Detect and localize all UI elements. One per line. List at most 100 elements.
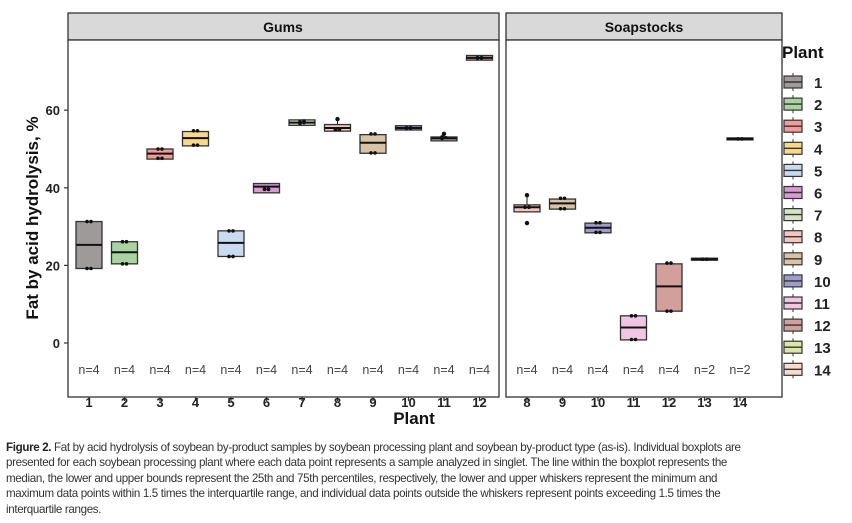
data-point — [333, 127, 338, 132]
data-point — [475, 56, 480, 60]
data-point — [191, 143, 196, 147]
box-plant-1: n=4 1 — [75, 219, 103, 410]
x-tick-label: 12 — [472, 395, 486, 410]
x-tick-label: 9 — [559, 395, 566, 410]
data-point — [408, 126, 413, 130]
y-tick-label: 60 — [46, 103, 60, 118]
x-tick-label: 9 — [369, 395, 376, 410]
data-point — [562, 206, 567, 211]
legend-item-10: 10 — [783, 271, 831, 291]
data-point — [369, 151, 373, 155]
data-point — [629, 337, 634, 342]
box-plant-10: n=4 10 — [394, 125, 423, 410]
box-plant-2: n=4 2 — [110, 239, 139, 410]
data-point — [373, 132, 377, 136]
legend-label: 11 — [814, 296, 830, 313]
data-point — [160, 156, 164, 161]
box-plant-10: n=4 10 — [584, 220, 612, 410]
data-point — [558, 206, 563, 211]
boxes: n=4 1 n=4 2 n=4 3 n=4 4 n=4 5 n=4 6 n=4 7 n=4 8 n=4 9 n=4 1… — [75, 54, 754, 410]
data-point — [700, 257, 705, 261]
panel-frame-gums — [67, 39, 500, 398]
data-point — [124, 239, 129, 244]
data-point — [704, 257, 709, 261]
x-tick-label: 11 — [627, 395, 641, 410]
data-point — [440, 135, 444, 139]
legend-label: 6 — [814, 186, 822, 203]
data-point — [740, 137, 744, 141]
data-point — [444, 135, 448, 140]
y-tick-label: 20 — [46, 258, 60, 273]
legend-label: 10 — [814, 274, 831, 291]
box-plant-13: n=2 13 — [690, 257, 719, 410]
legend-label: 12 — [814, 318, 831, 335]
data-point — [231, 254, 235, 259]
data-point — [594, 230, 598, 235]
box-plant-3: n=4 3 — [146, 147, 174, 410]
caption-line: median, the lower and upper bounds repre… — [6, 471, 718, 485]
x-axis-title: Plant — [393, 409, 435, 428]
n-label: n=4 — [398, 363, 419, 377]
legend-label: 2 — [814, 97, 822, 114]
data-point — [479, 56, 484, 60]
caption-line: Figure 2. Fat by acid hydrolysis of soyb… — [6, 440, 852, 455]
data-point — [262, 187, 267, 192]
caption-line: interquartile ranges. — [6, 502, 102, 516]
box-plant-12: n=4 12 — [655, 261, 683, 410]
x-tick-label: 11 — [437, 395, 451, 410]
strip-soapstocks — [505, 12, 783, 41]
data-point — [598, 230, 602, 235]
data-point — [558, 196, 563, 201]
legend-label: 9 — [814, 252, 822, 269]
data-point — [633, 314, 638, 318]
n-label: n=4 — [185, 363, 206, 377]
x-tick-label: 10 — [401, 395, 415, 410]
x-tick-label: 4 — [192, 395, 200, 410]
data-point — [629, 314, 634, 318]
box — [513, 204, 541, 213]
x-tick-label: 7 — [298, 395, 305, 410]
data-point — [156, 147, 160, 151]
data-point — [598, 220, 602, 225]
box-plant-8: n=4 8 — [323, 116, 352, 410]
legend-title: Plant — [782, 43, 824, 62]
legend-item-2: 2 — [783, 95, 822, 114]
n-label: n=4 — [256, 363, 277, 377]
caption-text: Fat by acid hydrolysis of soybean by-pro… — [51, 441, 741, 454]
outlier-point — [524, 220, 530, 226]
box-plant-14: n=2 14 — [726, 137, 754, 410]
data-point — [669, 261, 673, 265]
legend-label: 4 — [814, 141, 823, 158]
data-point — [227, 254, 231, 259]
data-point — [227, 229, 231, 233]
box-plant-9: n=4 9 — [548, 196, 577, 410]
n-label: n=4 — [220, 363, 241, 377]
n-label: n=4 — [552, 363, 573, 377]
legend-label: 14 — [814, 362, 831, 379]
box-plant-5: n=4 5 — [217, 229, 245, 410]
outlier-point — [441, 131, 447, 137]
x-tick-label: 8 — [334, 395, 341, 410]
figure-caption: Figure 2. Fat by acid hydrolysis of soyb… — [6, 440, 852, 517]
boxplot-figure: Gums Soapstocks Fat by acid hydrolysis, … — [23, 12, 831, 428]
box-plant-8: n=4 8 — [513, 192, 541, 410]
data-point — [302, 119, 306, 123]
x-tick-label: 2 — [121, 395, 128, 410]
data-point — [337, 127, 342, 132]
data-point — [120, 262, 125, 266]
data-point — [665, 309, 669, 313]
x-tick-label: 13 — [697, 395, 711, 410]
legend-item-12: 12 — [783, 316, 831, 335]
legend-item-5: 5 — [783, 161, 822, 180]
y-tick-label: 0 — [53, 336, 60, 351]
legend-item-8: 8 — [783, 227, 822, 247]
legend-label: 7 — [814, 208, 822, 225]
box — [655, 263, 683, 312]
caption-label: Figure 2. — [6, 441, 52, 454]
x-tick-label: 14 — [733, 395, 748, 410]
data-point — [120, 239, 125, 244]
strip-title-gums: Gums — [263, 19, 303, 35]
n-label: n=4 — [587, 363, 608, 377]
x-tick-label: 12 — [662, 395, 676, 410]
